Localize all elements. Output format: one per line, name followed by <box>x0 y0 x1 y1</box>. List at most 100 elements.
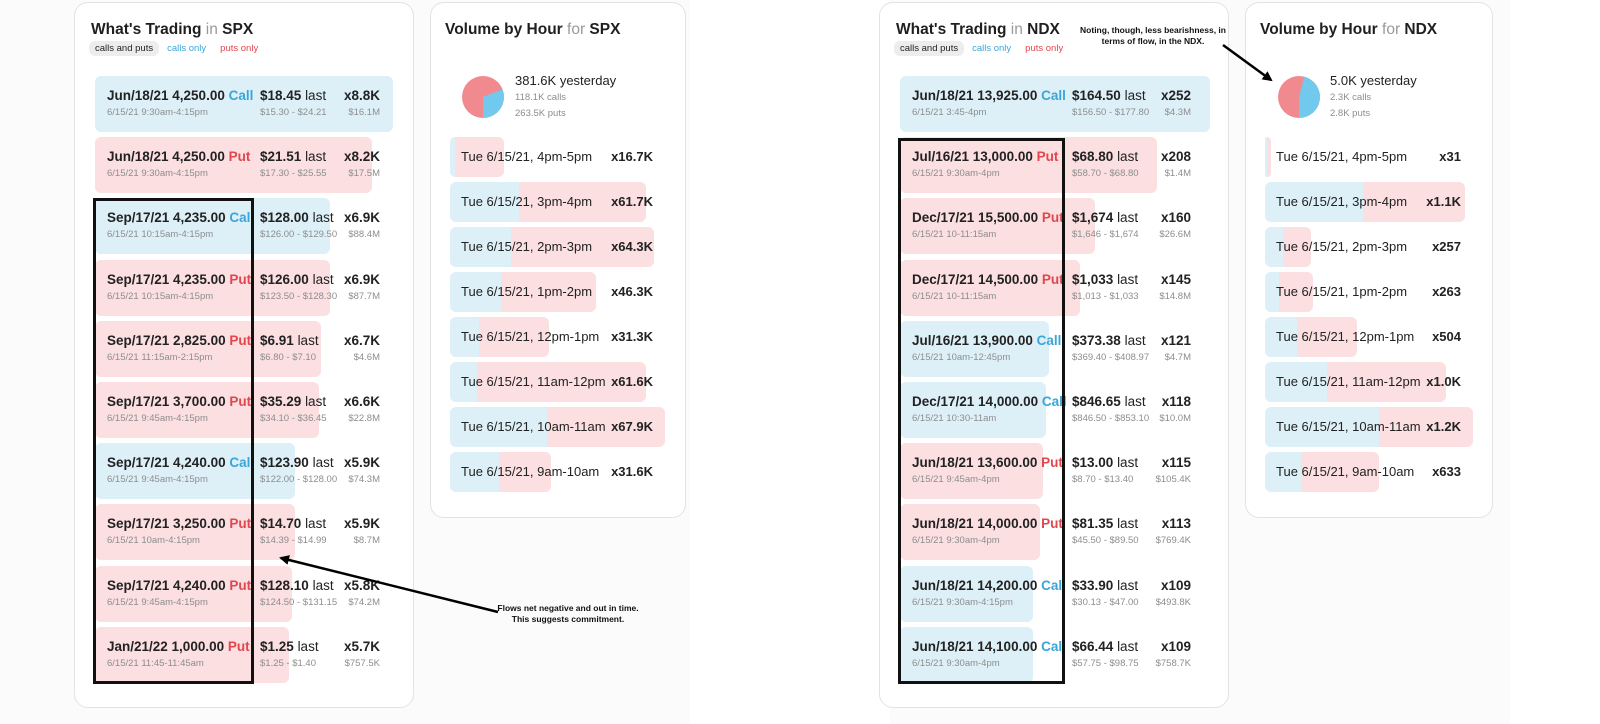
contract-count: x8.8K <box>343 88 380 103</box>
hour-row[interactable]: Tue 6/15/21, 12pm-1pm x504 <box>1265 317 1473 357</box>
hour-row[interactable]: Tue 6/15/21, 2pm-3pm x257 <box>1265 227 1473 267</box>
trade-row[interactable]: Sep/17/21 2,825.00 Put 6/15/21 11:15am-2:… <box>95 320 393 377</box>
calls-bar <box>1265 407 1379 447</box>
hour-row[interactable]: Tue 6/15/21, 9am-10am x31.6K <box>450 452 665 492</box>
hour-row[interactable]: Tue 6/15/21, 10am-11am x67.9K <box>450 407 665 447</box>
hour-row[interactable]: Tue 6/15/21, 4pm-5pm x31 <box>1265 137 1473 177</box>
trade-row[interactable]: Jul/16/21 13,900.00 Call 6/15/21 10am-12:… <box>900 320 1210 377</box>
trade-row[interactable]: Dec/17/21 14,000.00 Call 6/15/21 10:30-11… <box>900 382 1210 438</box>
volume-bar <box>900 443 1043 500</box>
hour-row[interactable]: Tue 6/15/21, 9am-10am x633 <box>1265 452 1473 492</box>
last-label: last <box>305 88 327 103</box>
volume-bar <box>95 320 321 377</box>
contract-type: Call <box>229 210 255 226</box>
hour-row[interactable]: Tue 6/15/21, 10am-11am x1.2K <box>1265 407 1473 447</box>
trade-row[interactable]: Jun/18/21 14,100.00 Call 6/15/21 9:30am-4… <box>900 626 1210 683</box>
last-value: $18.45 <box>260 88 302 103</box>
hour-row[interactable]: Tue 6/15/21, 2pm-3pm x64.3K <box>450 227 665 267</box>
filter-calls-and-puts[interactable]: calls and puts <box>89 41 160 56</box>
hour-count: x1.2K <box>1426 419 1461 434</box>
last-label: last <box>305 394 327 409</box>
puts-bar <box>1327 362 1446 402</box>
volume-bar <box>95 198 330 255</box>
price-range: $58.70 - $68.80 <box>1072 168 1139 180</box>
volume-bar <box>900 76 1210 132</box>
trade-time: 6/15/21 11:15am-2:15pm <box>107 351 213 363</box>
trade-row[interactable]: Jun/18/21 14,200.00 Call 6/15/21 9:30am-4… <box>900 565 1210 622</box>
hour-row[interactable]: Tue 6/15/21, 4pm-5pm x16.7K <box>450 137 665 177</box>
hour-count: x257 <box>1432 239 1461 254</box>
filter-calls-only[interactable]: calls only <box>167 43 207 54</box>
volume-bar <box>95 137 372 194</box>
last-value: $21.51 <box>260 149 302 165</box>
premium-value: $4.7M <box>1164 351 1191 363</box>
calls-bar <box>450 362 477 402</box>
spx-volume-by-hour-card: Volume by Hour for SPX 381.6K yesterday … <box>430 2 686 518</box>
hour-label: Tue 6/15/21, 3pm-4pm <box>1276 194 1408 209</box>
contract-count: x109 <box>1160 638 1191 654</box>
trade-row[interactable]: Jun/18/21 4,250.00 Put 6/15/21 9:30am-4:1… <box>95 137 393 194</box>
price-range: $15.30 - $24.21 <box>260 107 327 118</box>
last-value: $128.00 <box>260 210 309 226</box>
last-value: $126.00 <box>260 271 309 287</box>
contract-type: Put <box>1041 271 1064 287</box>
filter-puts-only[interactable]: puts only <box>220 43 259 54</box>
spx-highlight-box <box>93 198 254 684</box>
trade-row[interactable]: Sep/17/21 4,235.00 Call 6/15/21 10:15am-4… <box>95 198 393 255</box>
hour-count: x1.1K <box>1426 194 1461 209</box>
trade-row[interactable]: Sep/17/21 4,240.00 Call 6/15/21 9:45am-4:… <box>95 443 393 500</box>
trade-row[interactable]: Jun/18/21 14,000.00 Put 6/15/21 9:30am-4p… <box>900 504 1210 561</box>
hour-row[interactable]: Tue 6/15/21, 3pm-4pm x1.1K <box>1265 182 1473 222</box>
filter-calls-and-puts[interactable]: calls and puts <box>894 41 965 56</box>
trade-row[interactable]: Jun/18/21 4,250.00 Call 6/15/21 9:30am-4:… <box>95 76 393 132</box>
last-value: $6.91 <box>260 332 294 348</box>
title-symbol: SPX <box>589 21 621 38</box>
hour-row[interactable]: Tue 6/15/21, 11am-12pm x61.6K <box>450 362 665 402</box>
hour-label: Tue 6/15/21, 12pm-1pm <box>1276 329 1415 344</box>
trade-row[interactable]: Jan/21/22 1,000.00 Put 6/15/21 11:45-11:4… <box>95 626 393 683</box>
trade-row[interactable]: Jul/16/21 13,000.00 Put 6/15/21 9:30am-4p… <box>900 137 1210 194</box>
trade-time: 6/15/21 10am-12:45pm <box>912 351 1011 363</box>
trade-row[interactable]: Sep/17/21 3,250.00 Put 6/15/21 10am-4:15p… <box>95 504 393 561</box>
filter-puts-only[interactable]: puts only <box>1025 43 1064 54</box>
filter-calls-only[interactable]: calls only <box>972 43 1012 54</box>
contract-name: Jul/16/21 13,900.00 Call <box>912 333 1061 348</box>
trade-time: 6/15/21 9:45am-4:15pm <box>107 474 208 486</box>
hour-row[interactable]: Tue 6/15/21, 3pm-4pm x61.7K <box>450 182 665 222</box>
calls-bar <box>1265 137 1267 177</box>
premium-value: $1.4M <box>1164 168 1191 180</box>
contract-strike: Sep/17/21 4,240.00 <box>107 455 226 471</box>
trade-time: 6/15/21 9:30am-4:15pm <box>912 596 1013 608</box>
volume-total: 381.6K yesterday <box>515 73 617 88</box>
trade-row[interactable]: Sep/17/21 3,700.00 Put 6/15/21 9:45am-4:1… <box>95 382 393 438</box>
contract-name: Dec/17/21 15,500.00 Put <box>912 210 1064 225</box>
price-range: $1,646 - $1,674 <box>1072 229 1139 241</box>
contract-type: Put <box>1041 210 1064 226</box>
contract-strike: Dec/17/21 14,000.00 <box>912 394 1039 409</box>
hour-row[interactable]: Tue 6/15/21, 11am-12pm x1.0K <box>1265 362 1473 402</box>
contract-name: Sep/17/21 3,250.00 Put <box>107 516 251 531</box>
hour-row[interactable]: Tue 6/15/21, 1pm-2pm x46.3K <box>450 272 665 312</box>
title-in: in <box>205 21 218 38</box>
last-price: $35.29 last <box>260 394 326 409</box>
last-price: $13.00 last <box>1072 455 1138 470</box>
trade-row[interactable]: Jun/18/21 13,600.00 Put 6/15/21 9:45am-4p… <box>900 443 1210 500</box>
hour-row[interactable]: Tue 6/15/21, 12pm-1pm x31.3K <box>450 317 665 357</box>
trade-row[interactable]: Dec/17/21 14,500.00 Put 6/15/21 10-11:15a… <box>900 259 1210 316</box>
last-price: $68.80 last <box>1072 149 1138 164</box>
trade-time: 6/15/21 9:30am-4pm <box>912 535 1000 547</box>
contract-count: x115 <box>1161 455 1191 471</box>
contract-type: Put <box>229 271 252 287</box>
contract-count: x5.7K <box>343 638 380 654</box>
trade-row[interactable]: Jun/18/21 13,925.00 Call 6/15/21 3:45-4pm… <box>900 76 1210 132</box>
volume-total: 5.0K yesterday <box>1330 73 1417 88</box>
puts-bar <box>1301 452 1379 492</box>
trade-row[interactable]: Sep/17/21 4,235.00 Put 6/15/21 10:15am-4:… <box>95 259 393 316</box>
last-value: $68.80 <box>1072 149 1114 165</box>
premium-value: $4.6M <box>353 351 380 363</box>
hour-row[interactable]: Tue 6/15/21, 1pm-2pm x263 <box>1265 272 1473 312</box>
contract-strike: Sep/17/21 3,700.00 <box>107 394 226 409</box>
hour-count: x16.7K <box>611 149 653 164</box>
price-range: $34.10 - $36.45 <box>260 413 327 424</box>
trade-row[interactable]: Sep/17/21 4,240.00 Put 6/15/21 9:45am-4:1… <box>95 565 393 622</box>
